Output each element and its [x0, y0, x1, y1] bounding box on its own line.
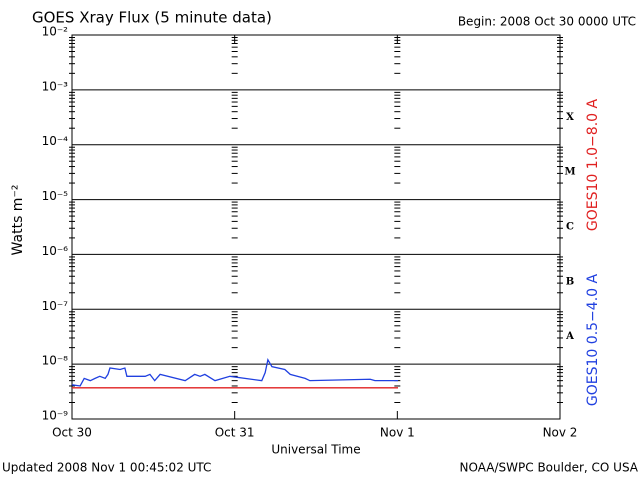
chart-subtitle: Begin: 2008 Oct 30 0000 UTC: [458, 15, 636, 29]
y-tick-label: 10⁻⁶: [42, 244, 69, 258]
chart-title: GOES Xray Flux (5 minute data): [32, 9, 272, 27]
x-tick-label: Oct 31: [215, 426, 255, 440]
y-tick-label: 10⁻³: [42, 79, 69, 93]
y-tick-label: 10⁻⁴: [42, 134, 69, 148]
flare-class: B: [566, 276, 574, 287]
y-tick-label: 10⁻⁷: [42, 299, 69, 313]
y-axis-label: Watts m⁻²: [10, 185, 26, 256]
footer-right: NOAA/SWPC Boulder, CO USA: [460, 461, 639, 475]
y-tick-label: 10⁻⁵: [42, 189, 69, 203]
flare-class: M: [564, 167, 575, 178]
x-tick-label: Nov 2: [543, 426, 578, 440]
flare-class: C: [566, 222, 574, 233]
x-tick-label: Nov 1: [380, 426, 415, 440]
x-tick-label: Oct 30: [52, 426, 92, 440]
data-line: [71, 358, 399, 387]
plot-frame: [71, 34, 561, 420]
flare-class: A: [565, 331, 574, 342]
x-axis-label: Universal Time: [271, 443, 360, 457]
y-tick-label: 10⁻⁸: [42, 354, 69, 368]
flare-class: X: [566, 112, 574, 123]
y-tick-label: 10⁻²: [42, 25, 69, 39]
footer-left: Updated 2008 Nov 1 00:45:02 UTC: [2, 461, 211, 475]
legend-entry: GOES10 1.0−8.0 A: [585, 99, 601, 232]
y-tick-label: 10⁻⁹: [42, 409, 69, 423]
legend-entry: GOES10 0.5−4.0 A: [585, 274, 601, 407]
